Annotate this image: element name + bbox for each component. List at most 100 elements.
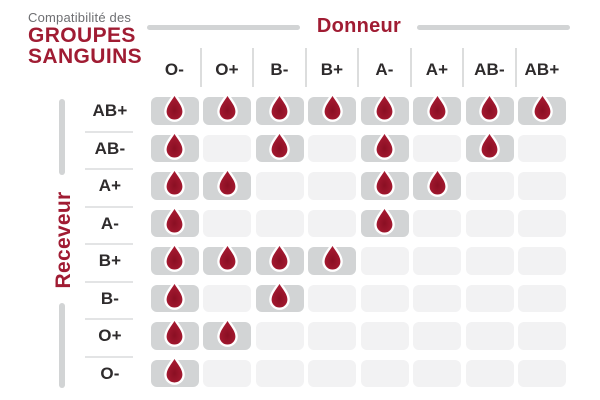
compat-cell-O--from-O- (150, 354, 199, 387)
compat-cell-O+-from-A- (360, 322, 409, 350)
blood-drop-icon (374, 92, 395, 122)
donor-col-label-B+: B+ (320, 60, 344, 79)
blood-drop-icon (321, 242, 343, 272)
compat-cell-O+-from-A+ (413, 322, 461, 350)
compat-cell-O+-from-AB+ (518, 322, 566, 350)
compat-cell-AB+-from-B- (255, 92, 304, 125)
compat-cell-B+-from-O- (150, 242, 199, 275)
row-divider (85, 243, 133, 245)
blood-drop-icon (479, 129, 500, 160)
compat-cell-AB--from-O- (150, 129, 199, 162)
compat-cell-AB+-from-O+ (203, 92, 251, 125)
compat-cell-O--from-AB+ (518, 359, 566, 387)
compat-cell-B--from-A- (360, 284, 409, 312)
compat-cell-A+-from-O- (150, 167, 199, 200)
blood-drop-icon (269, 129, 290, 160)
blood-drop-icon (164, 167, 185, 197)
blood-drop-icon (426, 167, 448, 197)
receiver-row-label-A+: A+ (98, 176, 122, 195)
blood-drop-icon (216, 317, 238, 347)
compat-cell-O--from-O+ (203, 359, 251, 387)
blood-drop-icon (531, 92, 553, 122)
blood-drop-icon (164, 354, 185, 385)
column-divider (199, 48, 202, 87)
compat-cell-A+-from-B- (255, 172, 304, 200)
compat-cell-O+-from-B- (255, 322, 304, 350)
compat-cell-B+-from-AB- (465, 247, 514, 275)
chart-title-line1: GROUPES (28, 24, 136, 47)
compat-cell-O--from-A+ (413, 359, 461, 387)
compat-cell-O+-from-O+ (203, 317, 251, 350)
compat-cell-A--from-AB+ (518, 209, 566, 237)
receiver-row-label-B-: B- (100, 288, 120, 308)
receiver-row-label-O+: O+ (98, 326, 122, 345)
donor-col-label-O-: O- (164, 60, 185, 79)
receiver-row-label-A-: A- (100, 213, 120, 233)
blood-drop-icon (216, 242, 238, 272)
compat-cell-O+-from-AB- (465, 322, 514, 350)
donor-col-label-AB+: AB+ (524, 60, 560, 79)
row-divider (85, 280, 133, 283)
compat-cell-B+-from-O+ (203, 242, 251, 275)
compat-cell-AB--from-B+ (308, 134, 356, 162)
blood-drop-icon (374, 129, 395, 160)
compat-cell-AB--from-A+ (413, 134, 461, 162)
donor-axis-label: Donneur (316, 15, 402, 37)
blood-drop-icon (164, 317, 185, 347)
column-divider (304, 48, 307, 87)
compat-cell-A--from-A- (360, 204, 409, 237)
row-divider (85, 318, 133, 320)
donor-col-label-O+: O+ (215, 60, 239, 79)
blood-drop-icon (426, 92, 448, 122)
row-divider (85, 355, 133, 358)
column-divider (357, 48, 360, 87)
compat-cell-AB+-from-A- (360, 92, 409, 125)
compat-cell-O+-from-O- (150, 317, 199, 350)
receiver-axis-line-bottom (59, 303, 65, 388)
blood-drop-icon (164, 92, 185, 122)
compat-cell-O--from-B- (255, 359, 304, 387)
compat-cell-O--from-A- (360, 359, 409, 387)
blood-drop-icon (269, 242, 290, 272)
chart-title: Compatibilité des GROUPES SANGUINS (28, 10, 142, 67)
compat-cell-B--from-A+ (413, 284, 461, 312)
blood-drop-icon (164, 129, 185, 160)
compat-cell-AB+-from-O- (150, 92, 199, 125)
blood-drop-icon (164, 204, 185, 235)
compat-cell-A+-from-AB- (465, 172, 514, 200)
blood-drop-icon (269, 279, 290, 310)
compat-cell-B--from-O- (150, 279, 199, 312)
donor-col-label-A-: A- (375, 60, 394, 79)
blood-drop-icon (164, 242, 185, 272)
blood-drop-icon (374, 204, 395, 235)
receiver-row-label-AB-: AB- (94, 138, 126, 158)
compat-cell-AB+-from-A+ (413, 92, 461, 125)
compat-cell-B+-from-B- (255, 242, 304, 275)
row-divider (85, 168, 133, 170)
compat-cell-A+-from-A- (360, 167, 409, 200)
row-divider (85, 205, 133, 208)
compat-cell-A--from-A+ (413, 209, 461, 237)
compat-cell-O--from-AB- (465, 359, 514, 387)
blood-drop-icon (216, 92, 238, 122)
compat-cell-O+-from-B+ (308, 322, 356, 350)
compat-cell-B+-from-AB+ (518, 247, 566, 275)
donor-axis-line-right (417, 25, 570, 30)
column-divider (462, 48, 465, 87)
column-divider (409, 48, 412, 87)
receiver-axis-line-top (59, 99, 65, 175)
blood-drop-icon (374, 167, 395, 197)
compat-cell-B--from-AB- (465, 284, 514, 312)
compat-cell-B--from-O+ (203, 284, 251, 312)
compat-cell-A--from-B- (255, 209, 304, 237)
donor-col-label-B-: B- (270, 60, 289, 79)
blood-drop-icon (269, 92, 290, 122)
compat-cell-B+-from-B+ (308, 242, 356, 275)
blood-drop-icon (164, 279, 185, 310)
compat-cell-AB--from-AB+ (518, 134, 566, 162)
row-divider (85, 130, 133, 133)
compat-cell-AB+-from-AB- (465, 92, 514, 125)
